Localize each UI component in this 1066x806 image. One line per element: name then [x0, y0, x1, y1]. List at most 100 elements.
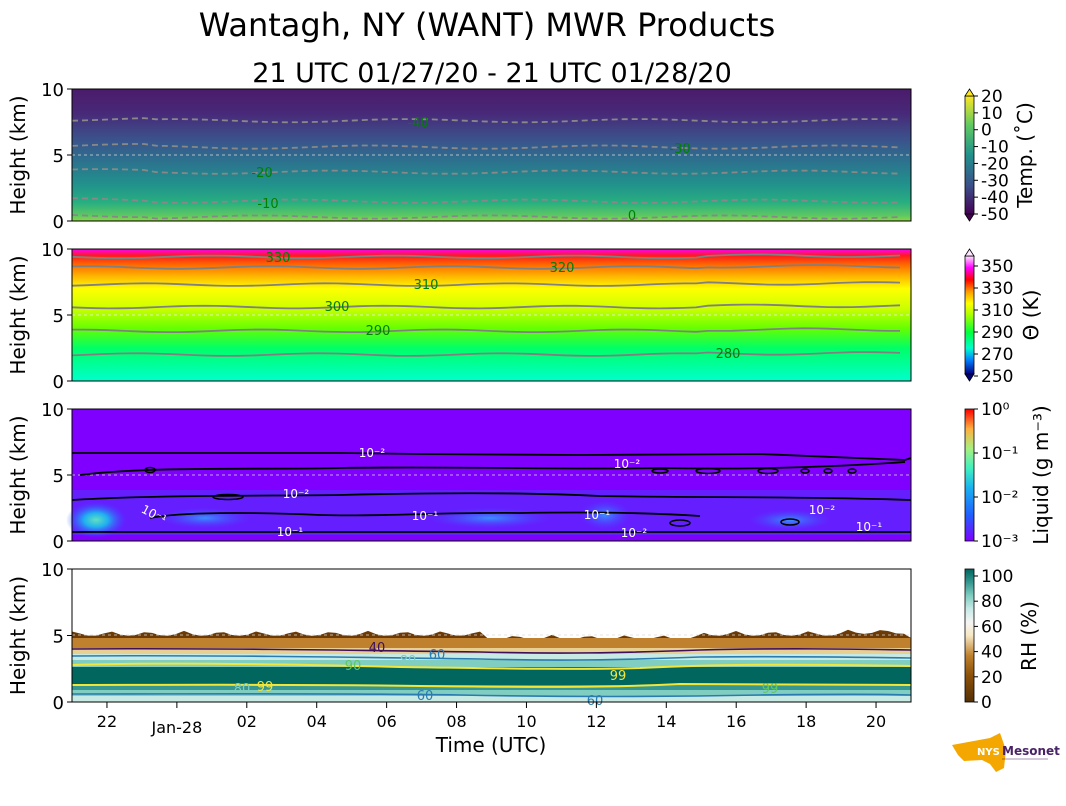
y-tick-label: 10 — [41, 240, 64, 261]
colorbar-tick-label: 10 — [981, 104, 1003, 124]
colorbar-tick-label: 0 — [981, 693, 992, 713]
colorbar-label: RH (%) — [1017, 601, 1041, 671]
colorbar-label: Temp. (˚C) — [1013, 102, 1037, 209]
contour-label: 290 — [366, 324, 391, 339]
temperature-contour — [71, 197, 901, 204]
panel-rh: 40 60 60 90 80 99 80 99 99 60 — [71, 568, 912, 709]
ny-state-shape — [952, 733, 1006, 772]
contour-label: 99 — [762, 682, 779, 697]
rh-band — [72, 690, 911, 696]
temperature-contour — [71, 143, 901, 150]
panel-temperature: -40 -30 -20 -10 0 — [71, 88, 912, 224]
y-axis-label: Height (km) — [6, 576, 30, 695]
theta-contour — [71, 303, 901, 310]
contour-label: 280 — [716, 347, 741, 362]
colorbar-tick-label: 250 — [981, 367, 1013, 387]
temperature-contours — [71, 117, 901, 220]
colorbar-tick-label: 350 — [981, 257, 1013, 277]
contour-label: 90 — [345, 659, 362, 674]
colorbar-tick-label: -40 — [981, 188, 1009, 208]
theta-contour — [71, 264, 901, 270]
contour-label: 99 — [257, 680, 274, 695]
y-tick-label: 5 — [53, 466, 64, 487]
liquid-contour — [651, 468, 669, 474]
contour-label: -40 — [407, 116, 428, 131]
liquid-contour — [780, 518, 800, 526]
rh-dry-top — [72, 629, 911, 640]
logo-text: NYS — [977, 747, 1000, 758]
colorbar-tick-label: 330 — [981, 279, 1013, 299]
liquid-area — [160, 508, 250, 528]
x-axis-label: Time (UTC) — [435, 733, 547, 757]
figure-title: Wantagh, NY (WANT) MWR Products — [199, 6, 775, 44]
y-axis-label: Height (km) — [6, 255, 30, 374]
temperature-contour — [71, 214, 901, 220]
rh-band — [72, 660, 911, 668]
contour-label: 10⁻¹ — [856, 520, 883, 534]
contour-label: 60 — [417, 689, 434, 704]
rh-contour — [71, 682, 912, 688]
rh-band — [72, 667, 911, 685]
colorbar-tick-label: 10⁻² — [981, 488, 1018, 508]
colorbar-tick-label: -10 — [981, 138, 1009, 158]
contour-label: 60 — [429, 648, 446, 663]
liquid-contour — [144, 466, 156, 474]
colorbar-rh: 100 80 60 40 20 0 RH (%) — [964, 567, 1041, 713]
contour-label: 10⁻¹ — [277, 525, 304, 539]
rh-band — [72, 685, 911, 691]
contour-label: 10⁻² — [283, 487, 310, 501]
colorbar — [964, 95, 975, 215]
colorbar — [964, 568, 975, 703]
y-axis-label: Height (km) — [6, 95, 30, 214]
liquid-maximum — [66, 502, 126, 538]
x-tick-label: 08 — [446, 712, 466, 731]
colorbar-extend-up — [964, 248, 975, 257]
contour-label: -30 — [669, 142, 690, 157]
liquid-contour — [669, 519, 691, 527]
colorbar-label: Liquid (g m⁻³) — [1029, 405, 1053, 544]
x-tick-label: 04 — [307, 712, 327, 731]
colorbar-tick-label: 40 — [981, 643, 1003, 663]
y-tick-label: 0 — [53, 212, 64, 233]
colorbar-tick-label: -50 — [981, 205, 1009, 225]
theta-contour — [72, 327, 900, 333]
contour-label: 80 — [400, 654, 417, 669]
temperature-contour — [71, 117, 901, 124]
x-tick-label: 18 — [796, 712, 816, 731]
theta-contours — [71, 253, 901, 357]
contour-label: 99 — [610, 669, 627, 684]
colorbar-tick-label: 20 — [981, 668, 1003, 688]
y-tick-label: 0 — [53, 372, 64, 393]
liquid-contour — [79, 461, 906, 476]
liquid-contour — [823, 468, 833, 474]
contour-label: 0 — [628, 209, 636, 224]
liquid-contour — [149, 511, 701, 519]
logo-text: Mesonet — [1002, 744, 1060, 758]
x-tick-label: 16 — [726, 712, 746, 731]
liquid-area — [750, 510, 830, 530]
rh-band — [72, 638, 911, 650]
contour-label: 10⁻¹ — [412, 509, 439, 523]
colorbar — [964, 255, 975, 375]
y-tick-label: 10 — [41, 80, 64, 101]
y-tick-label: 10 — [41, 560, 64, 581]
y-tick-label: 5 — [53, 306, 64, 327]
y-tick-label: 5 — [53, 627, 64, 648]
contour-label: 10⁻² — [621, 526, 648, 540]
contour-label: 310 — [414, 278, 439, 293]
rh-contour — [71, 662, 912, 670]
y-tick-label: 10 — [41, 400, 64, 421]
colorbar-liquid: 10⁰ 10⁻¹ 10⁻² 10⁻³ Liquid (g m⁻³) — [964, 400, 1053, 552]
liquid-contour — [71, 492, 912, 501]
x-tick-label: Jan-28 — [150, 718, 202, 737]
contour-label: 330 — [266, 251, 291, 266]
colorbar-extend-down — [964, 213, 975, 222]
x-tick-label: 20 — [866, 712, 886, 731]
rh-contour — [71, 692, 912, 698]
liquid-area — [430, 508, 550, 528]
colorbar-tick-label: 60 — [981, 617, 1003, 637]
y-tick-label: 5 — [53, 146, 64, 167]
